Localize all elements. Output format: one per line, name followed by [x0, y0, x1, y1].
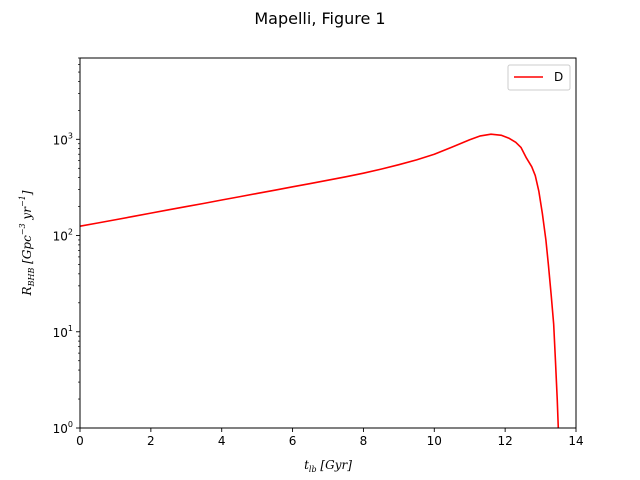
y-tick-label-exponent: 0 — [68, 420, 73, 429]
x-axis-ticks: 0 2 4 6 8 10 12 14 — [76, 428, 584, 448]
x-tick-label: 14 — [568, 434, 583, 448]
x-axis-label: tlb [Gyr] — [304, 458, 352, 474]
legend-label-d: D — [554, 70, 563, 84]
x-tick-label: 6 — [289, 434, 297, 448]
x-tick-label: 4 — [218, 434, 226, 448]
x-tick-label: 2 — [147, 434, 155, 448]
y-tick-label-base: 10 — [53, 133, 68, 147]
y-tick-label-exponent: 2 — [68, 228, 73, 237]
x-tick-label: 12 — [498, 434, 513, 448]
plot-area — [80, 58, 576, 428]
y-tick-label: 100 — [53, 420, 73, 436]
x-tick-label: 8 — [360, 434, 368, 448]
chart-title: Mapelli, Figure 1 — [254, 9, 385, 28]
plot-frame — [79, 57, 577, 429]
y-tick-label-exponent: 3 — [68, 131, 73, 140]
y-tick-label-base: 10 — [53, 230, 68, 244]
y-tick-label: 103 — [53, 131, 73, 147]
y-tick-label: 101 — [53, 324, 73, 340]
y-tick-label-base: 10 — [53, 422, 68, 436]
series-line-d — [79, 133, 560, 429]
y-tick-label-base: 10 — [53, 326, 68, 340]
series-layer — [79, 133, 560, 429]
x-tick-label: 10 — [427, 434, 442, 448]
y-tick-label: 102 — [53, 228, 73, 244]
x-tick-label: 0 — [76, 434, 84, 448]
legend: D — [507, 64, 571, 91]
y-tick-label-exponent: 1 — [68, 324, 73, 333]
